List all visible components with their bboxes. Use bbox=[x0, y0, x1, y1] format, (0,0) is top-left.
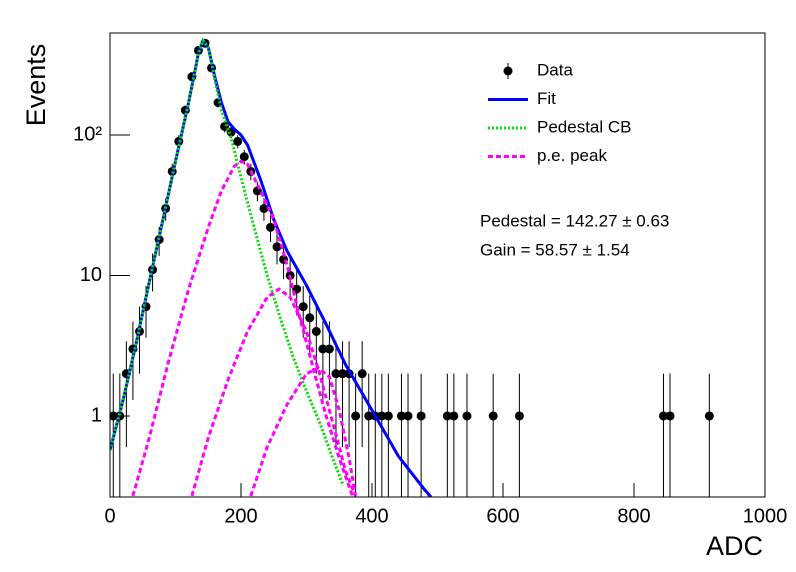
data-point bbox=[377, 411, 387, 421]
data-point bbox=[416, 411, 426, 421]
data-point bbox=[233, 136, 243, 146]
data-point bbox=[488, 411, 498, 421]
data-point bbox=[311, 326, 321, 336]
y-tick-label: 10² bbox=[73, 123, 102, 145]
legend-marker bbox=[503, 66, 513, 76]
annotation: Pedestal = 142.27 ± 0.63 bbox=[480, 211, 669, 230]
legend-label: Fit bbox=[537, 89, 556, 108]
legend-label: Data bbox=[537, 60, 573, 79]
legend-label: Pedestal CB bbox=[537, 117, 632, 136]
legend-label: p.e. peak bbox=[537, 146, 607, 165]
data-point bbox=[338, 369, 348, 379]
x-tick-label: 200 bbox=[224, 505, 257, 527]
data-point bbox=[514, 411, 524, 421]
data-point bbox=[396, 411, 406, 421]
y-tick-label: 10 bbox=[80, 264, 102, 286]
data-point bbox=[462, 411, 472, 421]
x-tick-label: 600 bbox=[486, 505, 519, 527]
data-point bbox=[265, 222, 275, 232]
data-point bbox=[298, 302, 308, 312]
data-point bbox=[665, 411, 675, 421]
data-point bbox=[351, 411, 361, 421]
x-tick-label: 1000 bbox=[743, 505, 788, 527]
data-point bbox=[704, 411, 714, 421]
data-point bbox=[658, 411, 668, 421]
y-tick-label: 1 bbox=[91, 404, 102, 426]
data-point bbox=[403, 411, 413, 421]
annotation: Gain = 58.57 ± 1.54 bbox=[480, 240, 630, 259]
data-point bbox=[331, 369, 341, 379]
y-axis-label: Events bbox=[21, 44, 51, 127]
data-point bbox=[449, 411, 459, 421]
x-tick-label: 800 bbox=[617, 505, 650, 527]
data-point bbox=[259, 203, 269, 213]
plot-area bbox=[110, 37, 714, 497]
data-point bbox=[364, 411, 374, 421]
curve bbox=[131, 159, 358, 497]
data-point bbox=[324, 344, 334, 354]
data-point bbox=[318, 344, 328, 354]
data-point bbox=[383, 411, 393, 421]
data-point bbox=[272, 242, 282, 252]
x-axis-label: ADC bbox=[706, 531, 763, 561]
frame bbox=[109, 32, 766, 498]
curve bbox=[110, 37, 344, 485]
x-tick-label: 400 bbox=[355, 505, 388, 527]
data-point bbox=[305, 313, 315, 323]
data-point bbox=[239, 152, 249, 162]
data-point bbox=[442, 411, 452, 421]
x-tick-label: 0 bbox=[104, 505, 115, 527]
data-point bbox=[357, 369, 367, 379]
